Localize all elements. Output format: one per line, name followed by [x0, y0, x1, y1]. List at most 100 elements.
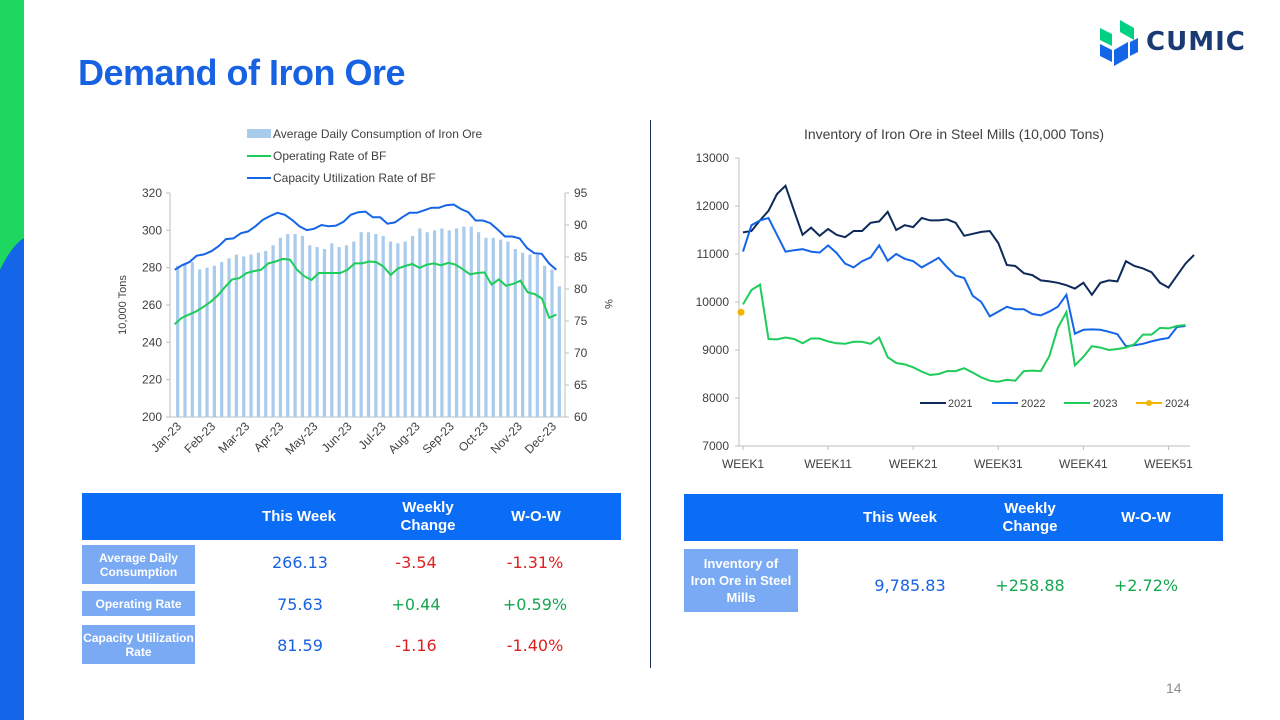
consumption-bar — [403, 241, 407, 417]
chart-plot-area: 7000 8000 9000 10000 11000 12000 13000 WEEK1 WEE… — [696, 151, 1195, 471]
consumption-bar — [484, 237, 488, 417]
y-tick-label: 280 — [142, 261, 162, 275]
consumption-bar — [337, 247, 341, 417]
consumption-bar — [234, 254, 238, 417]
consumption-bar — [410, 235, 415, 417]
y-tick-label: 9000 — [702, 343, 729, 357]
row-label-capacity-utilization: Capacity Utilization Rate — [82, 625, 195, 664]
consumption-bar — [205, 267, 209, 417]
consumption-bar — [476, 232, 481, 417]
consumption-bar — [469, 226, 473, 417]
header-weekly-change: Weekly Change — [400, 498, 456, 534]
header-this-week: This Week — [863, 508, 937, 526]
legend-label-consumption: Average Daily Consumption of Iron Ore — [273, 127, 483, 141]
y2-tick-label: 60 — [574, 410, 588, 424]
consumption-bar — [447, 230, 451, 417]
header-this-week: This Week — [262, 507, 336, 525]
page-number: 14 — [1166, 680, 1182, 696]
header-wow: W-O-W — [1121, 508, 1171, 526]
inventory-wow: +2.72% — [1113, 576, 1179, 595]
consumption-bar — [330, 243, 334, 417]
consumption-bar — [499, 239, 503, 417]
consumption-bar — [462, 226, 466, 417]
consumption-bar — [249, 254, 253, 417]
y-tick-label: 10000 — [696, 295, 730, 309]
x-tick-label: WEEK1 — [722, 457, 764, 471]
inventory-chart: Inventory of Iron Ore in Steel Mills (10… — [696, 126, 1195, 471]
legend-label-2021: 2021 — [948, 398, 972, 410]
consumption-bar — [550, 269, 554, 417]
consumption-this-week: 266.13 — [272, 553, 328, 572]
consumption-bar — [264, 250, 268, 417]
consumption-bar — [388, 241, 393, 417]
inventory-this-week: 9,785.83 — [874, 576, 946, 595]
consumption-weekly-change: -3.54 — [395, 553, 437, 572]
consumption-bar — [454, 228, 459, 417]
consumption-chart: Average Daily Consumption of Iron Ore Op… — [117, 127, 614, 457]
x-tick-label: Jan-23 — [148, 419, 184, 455]
y2-tick-label: 80 — [574, 282, 588, 296]
operating-wow: +0.59% — [502, 595, 568, 614]
chart-legend: Average Daily Consumption of Iron Ore Op… — [247, 127, 483, 185]
row-label-inventory: Inventory of Iron Ore in Steel Mills — [684, 549, 798, 612]
consumption-bar — [352, 241, 356, 417]
cumic-logo-icon — [1100, 20, 1138, 66]
row-label-consumption: Average Daily Consumption — [82, 545, 195, 584]
consumption-bar — [242, 256, 246, 417]
consumption-bar — [322, 249, 327, 417]
chart-legend: 2021 2022 2023 2024 — [920, 398, 1189, 410]
y-tick-label: 7000 — [702, 439, 729, 453]
x-tick-label: WEEK31 — [974, 457, 1023, 471]
consumption-bar — [374, 234, 378, 417]
consumption-bar — [315, 247, 319, 417]
consumption-bar — [418, 228, 422, 417]
consumption-bar — [220, 262, 224, 417]
operating-rate-line — [173, 257, 557, 325]
x-tick-label: Sep-23 — [420, 419, 457, 456]
y-tick-label: 320 — [142, 186, 162, 200]
y-tick-label: 11000 — [697, 247, 730, 261]
consumption-bar — [396, 243, 400, 417]
y-tick-label: 12000 — [696, 199, 730, 213]
legend-marker-2024 — [1146, 400, 1152, 406]
consumption-bar — [271, 245, 275, 417]
consumption-wow: -1.31% — [506, 553, 564, 572]
consumption-bar — [381, 235, 385, 417]
consumption-bar — [286, 234, 290, 417]
legend-label-capacity: Capacity Utilization Rate of BF — [273, 171, 436, 185]
capacity-weekly-change: -1.16 — [395, 636, 437, 655]
x-tick-label: Jun-23 — [319, 419, 355, 455]
consumption-bar — [359, 232, 363, 417]
consumption-bar — [308, 245, 312, 417]
consumption-bar — [293, 234, 297, 417]
x-tick-label: Nov-23 — [488, 419, 525, 456]
y-tick-label: 13000 — [696, 151, 730, 165]
x-tick-label: Dec-23 — [522, 419, 559, 456]
consumption-bar — [366, 232, 371, 417]
x-tick-label: Feb-23 — [181, 419, 218, 456]
y2-tick-label: 65 — [574, 378, 588, 392]
legend-swatch-consumption — [247, 129, 271, 138]
consumption-bar — [278, 237, 283, 417]
consumption-bar — [300, 235, 305, 417]
y2-tick-label: 75 — [574, 314, 588, 328]
operating-weekly-change: +0.44 — [391, 595, 441, 614]
consumption-bar — [190, 262, 194, 417]
x-tick-label: WEEK51 — [1144, 457, 1193, 471]
y-tick-label: 220 — [142, 373, 162, 387]
consumption-bar — [506, 241, 510, 417]
y2-tick-label: 95 — [574, 186, 588, 200]
header-weekly-change: Weekly Change — [1002, 499, 1058, 535]
y2-axis-label: % — [602, 299, 614, 309]
consumption-bar — [491, 237, 495, 417]
consumption-bar — [344, 245, 349, 417]
x-tick-label: Mar-23 — [216, 419, 253, 456]
left-table-header: This Week Weekly Change W-O-W — [82, 493, 621, 540]
legend-label-2024: 2024 — [1165, 398, 1189, 410]
consumption-bar — [212, 265, 216, 417]
x-tick-label: WEEK41 — [1059, 457, 1108, 471]
series-2023-line — [742, 283, 1186, 383]
consumption-bar — [256, 252, 261, 417]
row-label-operating-rate: Operating Rate — [82, 591, 195, 616]
consumption-bar — [183, 263, 187, 417]
